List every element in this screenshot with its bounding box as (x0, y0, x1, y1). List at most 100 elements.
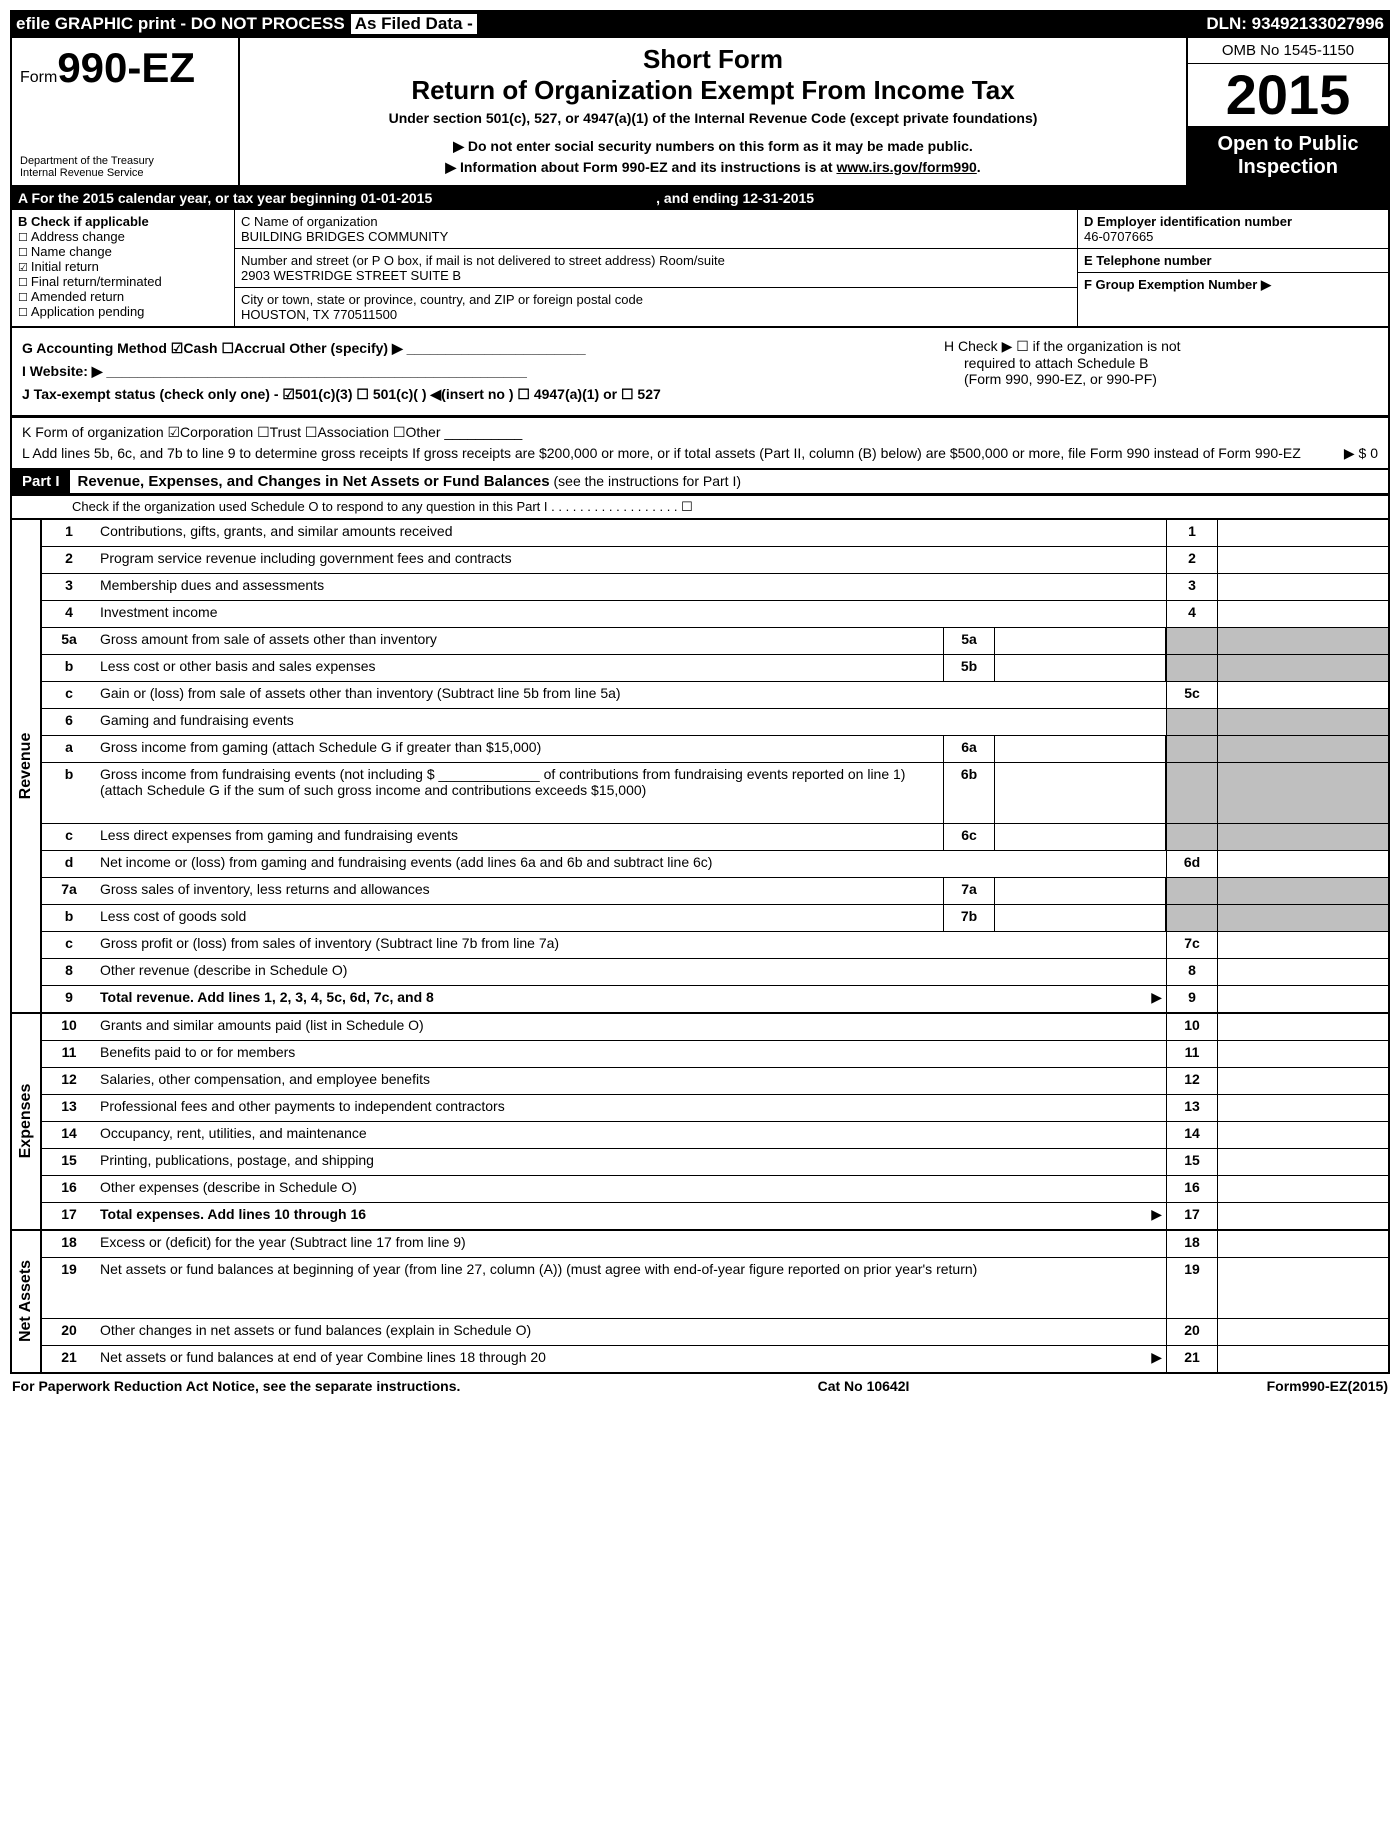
e-phone-label: E Telephone number (1084, 253, 1212, 268)
title-short-form: Short Form (248, 44, 1178, 75)
right-value (1217, 682, 1388, 708)
box-b-item: Final return/terminated (18, 274, 228, 289)
right-label (1166, 628, 1217, 654)
line-7a: 7aGross sales of inventory, less returns… (42, 877, 1388, 904)
line-14: 14Occupancy, rent, utilities, and mainte… (42, 1121, 1388, 1148)
line-number: 21 (42, 1346, 96, 1372)
right-label: 8 (1166, 959, 1217, 985)
title-return: Return of Organization Exempt From Incom… (248, 75, 1178, 106)
footer-right-pre: Form (1267, 1378, 1302, 1394)
right-value (1217, 1122, 1388, 1148)
h-line2: required to attach Schedule B (944, 355, 1374, 371)
form-no-big: 990-EZ (57, 44, 195, 91)
line-a: aGross income from gaming (attach Schedu… (42, 735, 1388, 762)
line-desc: Occupancy, rent, utilities, and maintena… (96, 1122, 1166, 1148)
footer-right-post: (2015) (1348, 1378, 1388, 1394)
mid-value (995, 736, 1166, 762)
right-label: 9 (1166, 986, 1217, 1012)
f-group-label: F Group Exemption Number ▶ (1084, 277, 1271, 292)
c-street-value: 2903 WESTRIDGE STREET SUITE B (241, 268, 1071, 283)
line-b: bLess cost or other basis and sales expe… (42, 654, 1388, 681)
section-g-j: H Check ▶ ☐ if the organization is not r… (10, 328, 1390, 417)
right-value (1217, 1041, 1388, 1067)
right-label (1166, 763, 1217, 823)
right-label: 4 (1166, 601, 1217, 627)
vertical-label: Net Assets (12, 1231, 42, 1372)
inspect-2: Inspection (1190, 156, 1386, 179)
line-number: 2 (42, 547, 96, 573)
right-value (1217, 986, 1388, 1012)
line-6: 6Gaming and fundraising events (42, 708, 1388, 735)
line-desc: Gross income from gaming (attach Schedul… (96, 736, 943, 762)
line-number: 20 (42, 1319, 96, 1345)
line-5a: 5aGross amount from sale of assets other… (42, 627, 1388, 654)
line-desc: Grants and similar amounts paid (list in… (96, 1014, 1166, 1040)
right-label: 1 (1166, 520, 1217, 546)
right-value (1217, 1346, 1388, 1372)
right-value (1217, 905, 1388, 931)
part1-title-wrap: Revenue, Expenses, and Changes in Net As… (70, 470, 750, 493)
topbar-left2: As Filed Data - (351, 14, 477, 34)
right-label (1166, 905, 1217, 931)
line-1: 1Contributions, gifts, grants, and simil… (42, 520, 1388, 546)
line-desc: Printing, publications, postage, and shi… (96, 1149, 1166, 1175)
line-15: 15Printing, publications, postage, and s… (42, 1148, 1388, 1175)
right-label (1166, 824, 1217, 850)
c-street-label: Number and street (or P O box, if mail i… (241, 253, 1071, 268)
right-label: 7c (1166, 932, 1217, 958)
department: Department of the Treasury Internal Reve… (20, 155, 230, 179)
box-b-item: Application pending (18, 304, 228, 319)
h-line1: H Check ▶ ☐ if the organization is not (944, 338, 1374, 355)
topbar-dln: DLN: 93492133027996 (1206, 14, 1384, 34)
line-number: b (42, 905, 96, 931)
line-number: 10 (42, 1014, 96, 1040)
line-c: cGross profit or (loss) from sales of in… (42, 931, 1388, 958)
box-b-item: Name change (18, 244, 228, 259)
irs-link[interactable]: www.irs.gov/form990 (836, 159, 976, 175)
right-value (1217, 655, 1388, 681)
c-city-label: City or town, state or province, country… (241, 292, 1071, 307)
line-a-begin: A For the 2015 calendar year, or tax yea… (18, 190, 432, 206)
section-revenue: Revenue1Contributions, gifts, grants, an… (10, 520, 1390, 1014)
part1-check: Check if the organization used Schedule … (12, 495, 1388, 518)
right-label (1166, 736, 1217, 762)
warn2-post: . (977, 159, 981, 175)
mid-label: 6a (943, 736, 995, 762)
right-value (1217, 932, 1388, 958)
box-c: C Name of organization BUILDING BRIDGES … (234, 210, 1077, 326)
form-prefix: Form (20, 69, 57, 86)
line-desc: Other changes in net assets or fund bala… (96, 1319, 1166, 1345)
line-desc: Total revenue. Add lines 1, 2, 3, 4, 5c,… (96, 986, 1166, 1012)
right-value (1217, 878, 1388, 904)
line-number: 5a (42, 628, 96, 654)
line-number: a (42, 736, 96, 762)
line-desc: Gain or (loss) from sale of assets other… (96, 682, 1166, 708)
line-13: 13Professional fees and other payments t… (42, 1094, 1388, 1121)
line-l: L Add lines 5b, 6c, and 7b to line 9 to … (22, 445, 1344, 462)
line-i: I Website: ▶ ___________________________… (22, 363, 527, 379)
line-18: 18Excess or (deficit) for the year (Subt… (42, 1231, 1388, 1257)
line-17: 17Total expenses. Add lines 10 through 1… (42, 1202, 1388, 1229)
part1-sub: (see the instructions for Part I) (550, 473, 741, 489)
line-number: c (42, 682, 96, 708)
form-990ez-page: efile GRAPHIC print - DO NOT PROCESS As … (10, 10, 1390, 1398)
right-value (1217, 601, 1388, 627)
right-value (1217, 628, 1388, 654)
mid-label: 5a (943, 628, 995, 654)
right-label: 10 (1166, 1014, 1217, 1040)
open-inspection: Open to Public Inspection (1188, 127, 1388, 185)
line-3: 3Membership dues and assessments3 (42, 573, 1388, 600)
section-a-f: A For the 2015 calendar year, or tax yea… (10, 187, 1390, 328)
line-a: A For the 2015 calendar year, or tax yea… (12, 187, 1388, 209)
line-number: 18 (42, 1231, 96, 1257)
part1-header: Part I Revenue, Expenses, and Changes in… (10, 470, 1390, 495)
line-desc: Contributions, gifts, grants, and simila… (96, 520, 1166, 546)
dept-treasury: Department of the Treasury (20, 155, 230, 167)
footer-right: Form990-EZ(2015) (1267, 1378, 1388, 1394)
vertical-label: Expenses (12, 1014, 42, 1229)
line-g: G Accounting Method ☑Cash ☐Accrual Other… (22, 340, 586, 356)
form-header: Form990-EZ Department of the Treasury In… (10, 38, 1390, 187)
line-number: 15 (42, 1149, 96, 1175)
mid-value (995, 655, 1166, 681)
line-number: d (42, 851, 96, 877)
